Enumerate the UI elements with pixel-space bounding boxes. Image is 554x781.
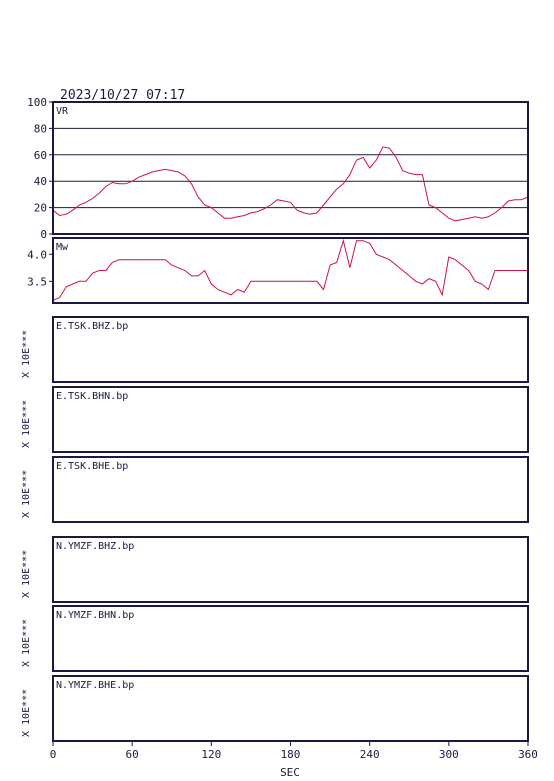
- waveform-scale-label: X 10E***: [21, 330, 32, 378]
- x-tick-label: 120: [201, 748, 221, 761]
- waveform-panel-1: E.TSK.BHZ.bp X 10E***: [21, 316, 529, 383]
- waveform-frame: [52, 386, 529, 453]
- vr-y-tick-label: 20: [34, 202, 47, 215]
- x-tick-label: 180: [281, 748, 301, 761]
- waveform-station-label: E.TSK.BHZ.bp: [56, 321, 128, 332]
- vr-panel: 0 20 40 60 80 100 VR: [27, 96, 529, 241]
- x-axis-ticks: 0 60 120 180 240 300 360: [50, 741, 538, 761]
- header-timestamp: 2023/10/27 07:17: [60, 88, 185, 103]
- mw-panel: 3.5 4.0 Mw: [27, 237, 529, 304]
- waveform-scale-label: X 10E***: [21, 619, 32, 667]
- waveform-station-label: N.YMZF.BHE.bp: [56, 680, 134, 691]
- waveform-panel-5: N.YMZF.BHN.bp X 10E***: [21, 605, 529, 672]
- waveform-scale-label: X 10E***: [21, 470, 32, 518]
- waveform-panel-2: E.TSK.BHN.bp X 10E***: [21, 386, 529, 453]
- vr-y-tick-label: 100: [27, 96, 47, 109]
- vr-series-line: [52, 146, 529, 222]
- waveform-station-label: N.YMZF.BHZ.bp: [56, 541, 134, 552]
- vr-gridlines: [53, 127, 528, 209]
- vr-y-ticks: 0 20 40 60 80 100: [27, 96, 53, 241]
- waveform-panel-3: E.TSK.BHE.bp X 10E***: [21, 456, 529, 523]
- waveform-panel-4: N.YMZF.BHZ.bp X 10E***: [21, 536, 529, 603]
- vr-y-tick-label: 40: [34, 175, 47, 188]
- mw-y-ticks: 3.5 4.0: [27, 248, 53, 288]
- mw-y-tick-label: 4.0: [27, 248, 47, 261]
- waveform-scale-label: X 10E***: [21, 400, 32, 448]
- x-axis-label: SEC: [280, 766, 300, 779]
- x-tick-label: 240: [360, 748, 380, 761]
- x-tick-label: 60: [126, 748, 139, 761]
- waveform-station-label: N.YMZF.BHN.bp: [56, 610, 134, 621]
- vr-y-tick-label: 80: [34, 122, 47, 135]
- vr-y-tick-label: 0: [40, 228, 47, 241]
- waveform-frame: [52, 316, 529, 383]
- mw-series-line: [52, 238, 528, 301]
- mw-panel-label: Mw: [56, 242, 69, 253]
- x-tick-label: 360: [518, 748, 538, 761]
- vr-y-tick-label: 60: [34, 149, 47, 162]
- waveform-scale-label: X 10E***: [21, 550, 32, 598]
- waveform-frame: [52, 536, 529, 603]
- mw-y-tick-label: 3.5: [27, 275, 47, 288]
- waveform-scale-label: X 10E***: [21, 689, 32, 737]
- waveform-station-label: E.TSK.BHE.bp: [56, 461, 128, 472]
- x-tick-label: 300: [439, 748, 459, 761]
- waveform-station-label: E.TSK.BHN.bp: [56, 391, 128, 402]
- vr-panel-label: VR: [56, 106, 69, 117]
- x-tick-label: 0: [50, 748, 57, 761]
- waveform-frame: [52, 456, 529, 523]
- waveform-frame: [52, 605, 529, 672]
- waveform-panel-6: N.YMZF.BHE.bp X 10E***: [21, 675, 529, 742]
- vr-panel-frame: [52, 101, 529, 235]
- mw-panel-frame: [52, 237, 529, 304]
